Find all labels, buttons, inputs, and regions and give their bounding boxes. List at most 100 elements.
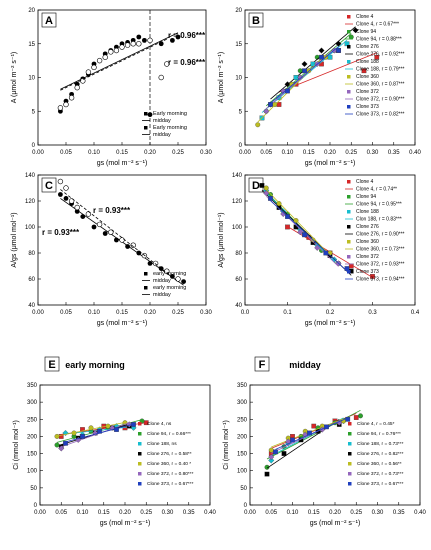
data-point: [268, 457, 275, 464]
data-point: [130, 242, 136, 248]
x-tick-label: 0.00: [239, 150, 251, 156]
legend-swatch: [347, 90, 351, 94]
y-tick-label: 250: [237, 417, 248, 423]
correlation-annotation: r = 0.96***: [168, 58, 206, 67]
x-tick-label: 0.20: [144, 310, 156, 316]
x-tick-label: 0.30: [200, 150, 212, 156]
legend-label: Clon 188, r = 0.83***: [356, 217, 402, 223]
y-tick-label: 100: [27, 469, 38, 475]
x-tick-label: 0.15: [308, 510, 320, 516]
y-tick-label: 20: [235, 8, 242, 14]
panel-letter: A: [45, 15, 53, 27]
panel-d: 0.0 0.1 0.2 0.3 0.4 40 60 80 100 120 140 gs (mol m⁻…: [218, 173, 420, 327]
x-tick-label: 0.05: [265, 510, 277, 516]
legend-label: Clone 94, r = 0.95***: [356, 202, 402, 208]
series-1: [57, 37, 170, 111]
y-tick-label: 0: [34, 503, 38, 509]
correlation-annotation: r = 0.93***: [93, 206, 131, 215]
legend-swatch: [347, 195, 351, 199]
legend-swatch: [347, 240, 351, 244]
y-tick-label: 80: [235, 251, 242, 257]
x-tick-label: 0.10: [282, 150, 294, 156]
x-tick-label: 0.20: [119, 510, 131, 516]
y-tick-label: 50: [240, 486, 247, 492]
data-point: [80, 78, 86, 84]
legend-label: Clone 360: [356, 239, 379, 245]
panel-c: 0.00 0.05 0.10 0.15 0.20 0.25 0.30 40 60 80 100 120…: [11, 173, 212, 327]
panel-letter-box: [44, 356, 60, 372]
y-tick-label: 40: [235, 303, 242, 309]
panel-letter: C: [45, 180, 53, 192]
trend-line: [56, 421, 126, 437]
data-point: [358, 413, 363, 419]
panel-title: early morning: [65, 360, 125, 370]
x-tick-label: 0.10: [88, 150, 100, 156]
y-tick-label: 15: [235, 42, 242, 48]
y-tick-label: 0: [32, 143, 36, 149]
trend-line: [270, 200, 348, 272]
legend-swatch: [347, 30, 351, 34]
x-axis-label: gs (mol m⁻² s⁻¹): [100, 520, 151, 527]
legend-label: Clone 188, r = 0.73***: [357, 441, 404, 447]
y-tick-label: 5: [239, 109, 243, 115]
trend-line: [60, 32, 179, 90]
data-point: [63, 101, 69, 108]
panel-letter-box: [41, 12, 57, 28]
data-point: [130, 41, 136, 47]
legend-label: Clone 372, r = 0.73***: [357, 471, 404, 477]
legend: Clone 4, ns Clone 94, r = 0.66*** Clone 18…: [138, 421, 194, 487]
legend-label: Early morning: [153, 111, 187, 117]
legend-swatch: [144, 112, 148, 116]
panel-letter: F: [259, 359, 266, 371]
x-axis-label: gs (mol m⁻² s⁻¹): [310, 520, 361, 527]
data-point: [85, 69, 92, 75]
x-tick-label: 0.00: [34, 510, 46, 516]
legend-label: early morning: [153, 271, 186, 277]
legend-label: Clone 373: [356, 104, 379, 110]
legend-swatch: [348, 462, 352, 466]
series-6: [268, 46, 341, 107]
legend-swatch: [347, 180, 351, 184]
legend-label: Clone 94: [356, 29, 376, 35]
x-tick-label: 0.05: [260, 150, 272, 156]
legend-label: Clone 372, r = 0.90***: [356, 97, 405, 103]
x-tick-label: 0.3: [368, 310, 377, 316]
data-point: [68, 198, 75, 204]
y-tick-label: 5: [32, 109, 36, 115]
correlation-annotation: r = 0.96***: [168, 31, 206, 40]
y-tick-label: 20: [28, 8, 35, 14]
x-tick-label: 0.20: [324, 150, 336, 156]
legend-label: Clone 372: [356, 254, 379, 260]
trend-line: [270, 46, 339, 104]
x-tick-label: 0.30: [367, 150, 379, 156]
x-tick-label: 0.20: [329, 510, 341, 516]
y-tick-label: 200: [27, 434, 38, 440]
panel-title: midday: [289, 360, 321, 370]
data-point: [54, 433, 60, 439]
x-tick-label: 0.25: [350, 510, 362, 516]
y-tick-label: 50: [30, 486, 37, 492]
data-point: [268, 196, 273, 201]
correlation-annotation: r = 0.93***: [42, 228, 80, 237]
y-tick-label: 120: [232, 199, 243, 205]
x-tick-label: 0.35: [183, 510, 195, 516]
trend-line: [257, 54, 327, 123]
legend-swatch: [138, 462, 142, 466]
data-point: [264, 464, 270, 470]
x-tick-label: 0.15: [116, 150, 128, 156]
data-point: [58, 192, 63, 197]
data-point: [142, 37, 147, 43]
x-tick-label: 0.00: [32, 310, 44, 316]
trend-line: [271, 417, 344, 457]
x-tick-label: 0.05: [55, 510, 67, 516]
x-tick-label: 0.0: [241, 310, 250, 316]
y-tick-label: 200: [237, 434, 248, 440]
panel-letter-box: [248, 12, 264, 28]
x-tick-label: 0.15: [303, 150, 315, 156]
y-tick-label: 60: [28, 277, 35, 283]
legend-label: Clone 4, ns: [147, 421, 172, 427]
data-point: [319, 54, 324, 60]
x-tick-label: 0.25: [172, 150, 184, 156]
y-axis-label: A/gs (μmol mol⁻¹): [218, 212, 225, 267]
legend-label: Clone 94, r = 0.76***: [357, 431, 401, 437]
